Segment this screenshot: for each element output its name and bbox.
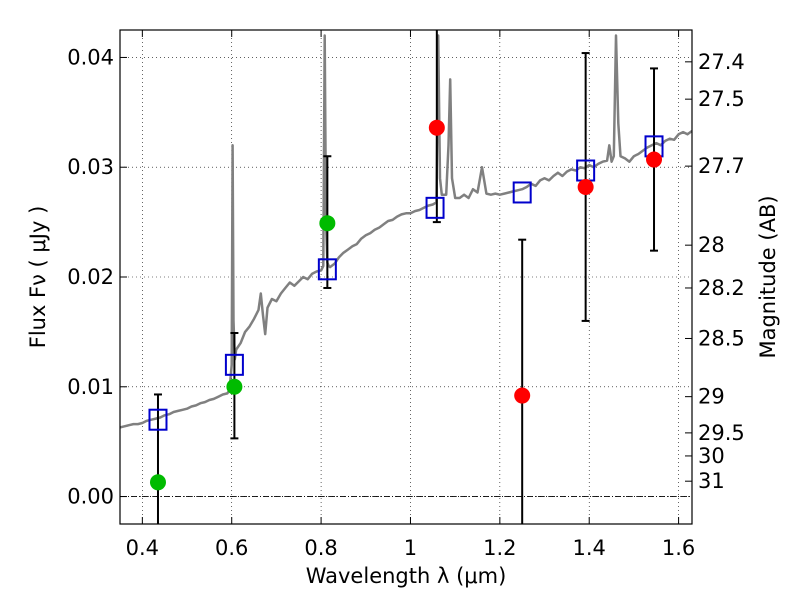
red-data-point bbox=[514, 387, 531, 404]
data-layer bbox=[120, 34, 692, 429]
plot-background bbox=[120, 30, 692, 524]
y2-tick-label: 27.5 bbox=[698, 87, 745, 111]
markers bbox=[148, 119, 664, 491]
y2-tick-label: 27.4 bbox=[698, 50, 745, 74]
model-photometry-square bbox=[425, 196, 445, 219]
y2-tick-label: 28 bbox=[698, 233, 725, 257]
green-data-point bbox=[319, 215, 336, 232]
x-tick-label: 0.6 bbox=[215, 536, 248, 560]
y-tick-label: 0.03 bbox=[67, 155, 114, 179]
y2-tick-label: 31 bbox=[698, 469, 725, 493]
red-data-point bbox=[646, 151, 663, 168]
y-tick-label: 0.01 bbox=[67, 375, 114, 399]
y2-tick-label: 27.7 bbox=[698, 154, 745, 178]
y2-tick-label: 28.5 bbox=[698, 326, 745, 350]
model-photometry-square bbox=[148, 408, 168, 431]
x-axis-label: Wavelength λ (μm) bbox=[306, 564, 507, 588]
model-photometry-square bbox=[512, 181, 532, 204]
x-tick-label: 1 bbox=[404, 536, 417, 560]
green-data-point bbox=[226, 378, 243, 395]
y2-tick-label: 29 bbox=[698, 385, 725, 409]
y2-tick-label: 28.2 bbox=[698, 276, 745, 300]
model-photometry-square bbox=[224, 353, 244, 376]
y-tick-label: 0.02 bbox=[67, 265, 114, 289]
red-data-point bbox=[577, 178, 594, 195]
y2-axis-label: Magnitude (AB) bbox=[756, 195, 780, 358]
x-tick-label: 1.2 bbox=[483, 536, 516, 560]
y-axis-label: Flux Fν ( μJy ) bbox=[26, 206, 50, 349]
red-data-point bbox=[428, 119, 445, 136]
ticks: 0.4 0.6 0.8 1 1.2 1.4 1.6 0.00 0.01 0.02 0.03 0.04 2… bbox=[67, 30, 745, 560]
x-tick-label: 0.4 bbox=[126, 536, 159, 560]
model-photometry-square bbox=[317, 258, 337, 281]
y2-tick-label: 29.5 bbox=[698, 421, 745, 445]
model-spectrum-line bbox=[120, 34, 692, 429]
green-data-point bbox=[149, 474, 166, 491]
x-tick-label: 0.8 bbox=[304, 536, 337, 560]
error-bars bbox=[153, 30, 659, 524]
x-tick-label: 1.4 bbox=[573, 536, 606, 560]
y-tick-label: 0.04 bbox=[67, 45, 114, 69]
y2-tick-label: 30 bbox=[698, 444, 725, 468]
y-tick-label: 0.00 bbox=[67, 485, 114, 509]
x-tick-label: 1.6 bbox=[662, 536, 695, 560]
